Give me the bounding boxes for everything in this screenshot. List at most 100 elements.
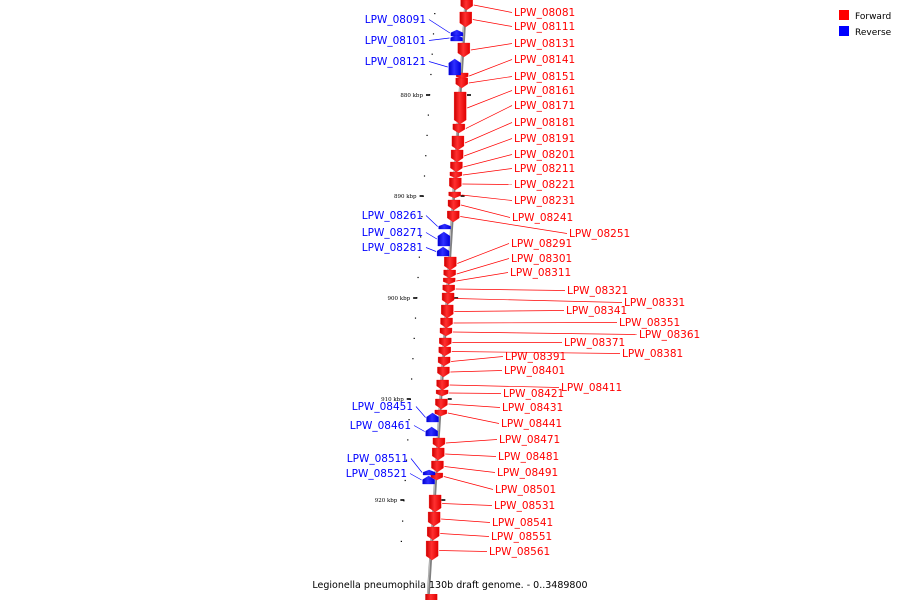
reverse-gene-feature[interactable] xyxy=(437,231,451,247)
forward-gene-label[interactable]: LPW_08331 xyxy=(624,297,685,309)
forward-gene-label[interactable]: LPW_08431 xyxy=(502,402,563,414)
forward-gene-feature[interactable] xyxy=(449,177,462,191)
forward-gene-feature[interactable] xyxy=(454,91,467,125)
forward-gene-feature[interactable] xyxy=(428,494,442,513)
forward-gene-feature[interactable] xyxy=(427,526,440,541)
forward-gene-label[interactable]: LPW_08251 xyxy=(569,228,630,240)
reverse-gene-feature[interactable] xyxy=(422,475,435,485)
forward-gene-label[interactable]: LPW_08221 xyxy=(514,179,575,191)
forward-gene-label[interactable]: LPW_08141 xyxy=(514,54,575,66)
forward-gene-feature[interactable] xyxy=(455,77,468,89)
forward-gene-label[interactable]: LPW_08311 xyxy=(510,267,571,279)
reverse-gene-label[interactable]: LPW_08271 xyxy=(362,227,423,239)
minor-tick-dot xyxy=(412,358,414,360)
forward-gene-label[interactable]: LPW_08301 xyxy=(511,253,572,265)
forward-gene-feature[interactable] xyxy=(447,210,460,223)
reverse-gene-feature[interactable] xyxy=(450,34,463,42)
reverse-gene-label[interactable]: LPW_08461 xyxy=(350,420,411,432)
forward-gene-label[interactable]: LPW_08131 xyxy=(514,38,575,50)
forward-gene-label[interactable]: LPW_08491 xyxy=(497,467,558,479)
forward-gene-label[interactable]: LPW_08191 xyxy=(514,133,575,145)
forward-gene-label[interactable]: LPW_08341 xyxy=(566,305,627,317)
forward-gene-label[interactable]: LPW_08501 xyxy=(495,484,556,496)
reverse-gene-feature[interactable] xyxy=(425,426,438,437)
forward-gene-label[interactable]: LPW_08151 xyxy=(514,71,575,83)
forward-gene-feature[interactable] xyxy=(450,161,463,173)
forward-gene-label[interactable]: LPW_08321 xyxy=(567,285,628,297)
forward-gene-label[interactable]: LPW_08171 xyxy=(514,100,575,112)
legend-reverse-swatch xyxy=(839,26,849,36)
forward-gene-feature[interactable] xyxy=(452,123,466,134)
reverse-gene-label[interactable]: LPW_08521 xyxy=(346,468,407,480)
forward-gene-feature[interactable] xyxy=(443,269,456,279)
forward-gene-feature[interactable] xyxy=(437,356,451,367)
forward-gene-feature[interactable] xyxy=(444,256,457,271)
minor-tick-dot xyxy=(417,276,419,279)
forward-gene-label[interactable]: LPW_08531 xyxy=(494,500,555,512)
forward-gene-feature[interactable] xyxy=(450,149,464,163)
forward-gene-label[interactable]: LPW_08111 xyxy=(514,21,575,33)
forward-gene-feature[interactable] xyxy=(448,191,461,199)
forward-gene-feature[interactable] xyxy=(435,398,448,410)
forward-gene-label[interactable]: LPW_08181 xyxy=(514,117,575,129)
forward-gene-label[interactable]: LPW_08361 xyxy=(639,329,700,341)
forward-gene-label[interactable]: LPW_08081 xyxy=(514,7,575,19)
forward-gene-feature[interactable] xyxy=(432,447,445,461)
reverse-gene-feature[interactable] xyxy=(426,412,439,423)
forward-gene-label[interactable]: LPW_08481 xyxy=(498,451,559,463)
forward-gene-label[interactable]: LPW_08441 xyxy=(501,418,562,430)
forward-gene-feature[interactable] xyxy=(436,379,449,391)
forward-gene-label[interactable]: LPW_08381 xyxy=(622,348,683,360)
forward-gene-feature[interactable] xyxy=(425,540,439,561)
forward-gene-feature[interactable] xyxy=(439,337,452,348)
forward-gene-feature[interactable] xyxy=(437,366,450,378)
forward-gene-label[interactable]: LPW_08401 xyxy=(504,365,565,377)
reverse-gene-label[interactable]: LPW_08091 xyxy=(365,14,426,26)
forward-gene-feature[interactable] xyxy=(460,0,473,11)
reverse-gene-feature[interactable] xyxy=(436,246,450,257)
forward-gene-label[interactable]: LPW_08231 xyxy=(514,195,575,207)
forward-gene-label[interactable]: LPW_08371 xyxy=(564,337,625,349)
reverse-gene-feature[interactable] xyxy=(448,58,461,76)
forward-gene-feature[interactable] xyxy=(442,284,455,294)
forward-gene-feature[interactable] xyxy=(435,389,449,397)
forward-gene-label[interactable]: LPW_08211 xyxy=(514,163,575,175)
forward-gene-feature[interactable] xyxy=(427,511,441,527)
forward-gene-feature[interactable] xyxy=(457,42,470,58)
forward-gene-label[interactable]: LPW_08411 xyxy=(561,382,622,394)
reverse-gene-label[interactable]: LPW_08101 xyxy=(365,35,426,47)
forward-gene-feature[interactable] xyxy=(440,317,453,329)
reverse-gene-label[interactable]: LPW_08261 xyxy=(362,210,423,222)
forward-gene-label[interactable]: LPW_08201 xyxy=(514,149,575,161)
forward-gene-label[interactable]: LPW_08351 xyxy=(619,317,680,329)
forward-gene-feature[interactable] xyxy=(439,327,453,337)
forward-gene-label[interactable]: LPW_08421 xyxy=(503,388,564,400)
forward-gene-label[interactable]: LPW_08391 xyxy=(505,351,566,363)
forward-gene-feature[interactable] xyxy=(447,199,461,211)
forward-gene-feature[interactable] xyxy=(441,292,455,305)
forward-gene-label[interactable]: LPW_08541 xyxy=(492,517,553,529)
forward-gene-feature[interactable] xyxy=(434,409,447,417)
forward-gene-feature[interactable] xyxy=(449,171,463,179)
forward-gene-label[interactable]: LPW_08551 xyxy=(491,531,552,543)
reverse-gene-feature[interactable] xyxy=(438,223,451,230)
forward-gene-label[interactable]: LPW_08561 xyxy=(489,546,550,558)
forward-gene-label[interactable]: LPW_08241 xyxy=(512,212,573,224)
forward-gene-feature[interactable] xyxy=(431,460,444,473)
reverse-gene-label[interactable]: LPW_08511 xyxy=(347,453,408,465)
forward-gene-label[interactable]: LPW_08161 xyxy=(514,85,575,97)
reverse-gene-label[interactable]: LPW_08121 xyxy=(365,56,426,68)
forward-gene-label[interactable]: LPW_08291 xyxy=(511,238,572,250)
reverse-gene-label[interactable]: LPW_08451 xyxy=(352,401,413,413)
forward-gene-feature[interactable] xyxy=(459,11,472,28)
forward-leader-line xyxy=(439,550,488,552)
forward-gene-label[interactable]: LPW_08471 xyxy=(499,434,560,446)
forward-gene-feature[interactable] xyxy=(438,346,451,357)
forward-gene-feature[interactable] xyxy=(432,437,446,449)
forward-gene-feature[interactable] xyxy=(441,304,454,319)
forward-gene-feature[interactable] xyxy=(451,135,465,151)
reverse-gene-label[interactable]: LPW_08281 xyxy=(362,242,423,254)
forward-gene-feature[interactable] xyxy=(443,277,456,285)
reverse-gene-feature[interactable] xyxy=(422,469,436,476)
